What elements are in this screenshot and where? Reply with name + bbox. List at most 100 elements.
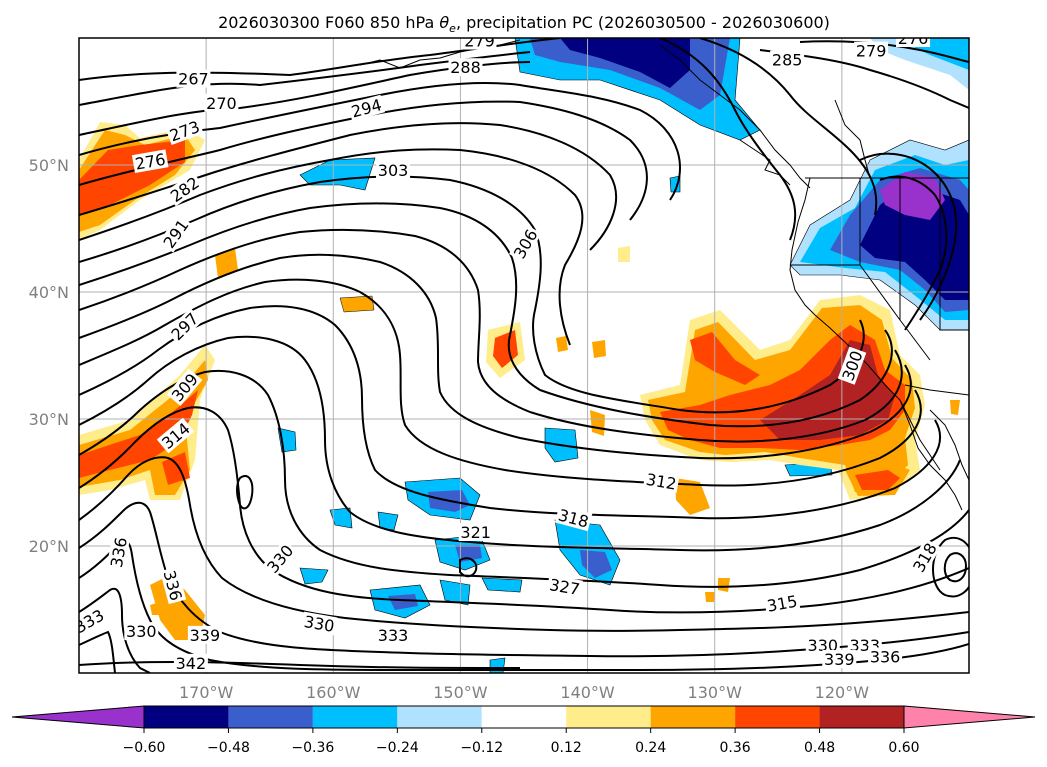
- contour-label: 330: [300, 611, 338, 636]
- colorbar-tick-label: 0.24: [635, 740, 666, 756]
- colorbar-tick-label: −0.12: [460, 740, 503, 756]
- shading-negative-blob-c-core: [455, 545, 482, 562]
- contour-label-bg: [462, 38, 497, 50]
- colorbar-tick-label: 0.36: [720, 740, 751, 756]
- coastline-alaska-panhandle: [659, 44, 811, 189]
- lat-tick-label: 50°N: [29, 156, 69, 175]
- contour-label-text: 279: [464, 32, 495, 51]
- contour-line: [79, 630, 116, 673]
- contour-label-bg: [546, 574, 583, 599]
- contour-line: [79, 369, 969, 588]
- contour-label-bg: [165, 116, 204, 145]
- lat-tick-label: 30°N: [29, 410, 69, 429]
- shading-positive-blob-h: [675, 478, 710, 515]
- lon-tick-label: 140°W: [560, 683, 615, 702]
- contour-line: [79, 175, 865, 414]
- shading-negative-nw-purple: [880, 172, 945, 220]
- coastline-us-west: [789, 177, 941, 471]
- contour-label-bg: [159, 566, 187, 605]
- shading-positive-blob-j: [705, 592, 715, 602]
- longitude-tick-labels: 170°W 160°W 150°W 140°W 130°W 120°W: [179, 683, 869, 702]
- colorbar-tick-label: 0.48: [804, 740, 835, 756]
- contour-label-bg: [187, 625, 222, 644]
- contour-label-text: 285: [772, 51, 803, 70]
- coastline-baja: [899, 399, 963, 511]
- contour-line: [79, 587, 151, 673]
- contour-label-text: 267: [178, 70, 209, 89]
- contour-line: [236, 475, 254, 510]
- contour-line: [459, 557, 478, 578]
- shading-negative-blob-d-core: [388, 594, 418, 610]
- shading-negative-alaska-deep: [560, 38, 690, 88]
- contour-label: 339: [822, 650, 857, 669]
- contour-label: 276: [896, 38, 931, 48]
- contour-line: [79, 148, 584, 346]
- contour-label-bg: [376, 625, 411, 644]
- contour-label-text: 336: [870, 647, 901, 666]
- contour-label-bg: [763, 591, 801, 615]
- contour-label: 321: [458, 523, 493, 542]
- shading-positive-blob-a: [339, 295, 375, 313]
- shading-positive-blob-l: [950, 400, 960, 415]
- colorbar-under-extension: [11, 705, 145, 729]
- contour-label-text: 333: [378, 626, 409, 645]
- contour-line: [79, 82, 681, 201]
- contour-line: [79, 228, 903, 443]
- contour-label: 342: [173, 653, 208, 673]
- contour-label: 314: [156, 417, 195, 454]
- lat-tick-label: 40°N: [29, 283, 69, 302]
- colorbar-segment: [566, 706, 651, 728]
- contour-label-bg: [854, 41, 889, 60]
- contour-label-bg: [508, 224, 542, 263]
- contour-label-text: 270: [206, 94, 237, 113]
- contour-line: [79, 202, 893, 428]
- contour-label-text: 330: [126, 622, 157, 641]
- contour-label-bg: [458, 523, 493, 542]
- contour-line: [659, 38, 797, 241]
- contour-line: [699, 38, 878, 216]
- shading-negative-nw-deep: [860, 190, 969, 300]
- contour-label: 336: [868, 647, 903, 666]
- shading-positive-east-blob2: [690, 332, 760, 385]
- contour-label-bg: [554, 504, 593, 532]
- border-state-3: [939, 178, 969, 331]
- lon-tick-label: 150°W: [433, 683, 488, 702]
- shading-positive-blob-m: [618, 246, 630, 262]
- lon-tick-label: 130°W: [688, 683, 743, 702]
- contour-line: [859, 152, 958, 321]
- shading-negative-blob-n: [669, 175, 681, 193]
- coastline-gulf: [929, 409, 969, 481]
- contour-label-bg: [822, 650, 857, 669]
- contour-line: [932, 537, 969, 598]
- contour-label-bg: [124, 622, 159, 641]
- contour-label-bg: [376, 161, 411, 180]
- contour-label-bg: [896, 38, 931, 47]
- contour-label-bg: [165, 172, 204, 207]
- contour-label-bg: [805, 636, 840, 655]
- contour-label-bg: [770, 50, 805, 69]
- colorbar-tick-label: 0.12: [551, 740, 582, 756]
- contour-line: [799, 40, 969, 63]
- chart-title: 2026030300 F060 850 hPa θe, precipitatio…: [218, 13, 830, 35]
- contour-label: 330: [124, 622, 159, 641]
- shading-negative-blob-i: [377, 511, 399, 531]
- contour-label: 303: [376, 161, 411, 180]
- lat-tick-label: 20°N: [29, 537, 69, 556]
- colorbar: −0.60 −0.48 −0.36 −0.24 −0.12 0.12 0.24 0.36 0.4…: [11, 705, 1036, 756]
- shading-positive-sub-red: [79, 390, 198, 478]
- contour-line: [943, 552, 968, 583]
- colorbar-tick-label: −0.48: [207, 740, 250, 756]
- colorbar-segment: [144, 706, 229, 728]
- contour-label-bg: [643, 469, 680, 494]
- contour-line: [79, 278, 922, 487]
- colorbar-segment: [228, 706, 313, 728]
- colorbar-segment: [397, 706, 482, 728]
- colorbar-segment: [312, 706, 398, 728]
- colorbar-segment: [650, 706, 736, 728]
- colorbar-outline: [143, 705, 905, 729]
- contour-line: [79, 305, 941, 520]
- colorbar-segment: [481, 706, 567, 728]
